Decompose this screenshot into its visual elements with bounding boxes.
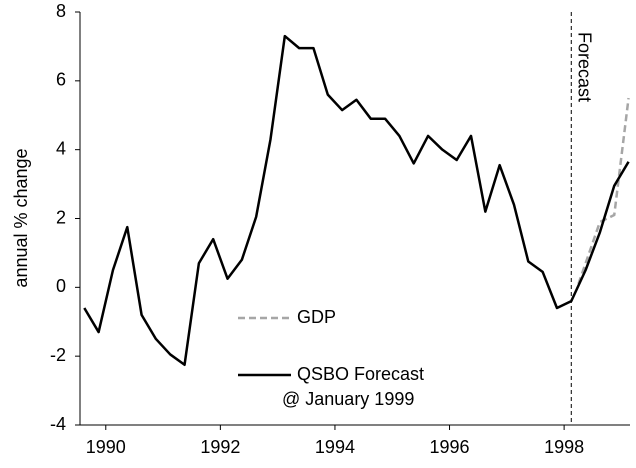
y-tick-label: 8 xyxy=(56,1,66,21)
series-line xyxy=(577,97,630,285)
series-line xyxy=(83,34,630,367)
y-tick-label: -4 xyxy=(50,414,66,434)
y-axis-label: annual % change xyxy=(11,148,31,287)
x-tick-label: 1990 xyxy=(86,437,126,457)
x-tick-label: 1998 xyxy=(544,437,584,457)
y-tick-label: 4 xyxy=(56,138,66,158)
y-tick-label: -2 xyxy=(50,345,66,365)
legend-label: QSBO Forecast xyxy=(297,364,424,384)
y-tick-label: 2 xyxy=(56,207,66,227)
y-tick-label: 0 xyxy=(56,276,66,296)
legend-label: GDP xyxy=(297,307,336,327)
x-tick-label: 1992 xyxy=(200,437,240,457)
y-tick-label: 6 xyxy=(56,70,66,90)
x-tick-label: 1994 xyxy=(315,437,355,457)
x-tick-label: 1996 xyxy=(430,437,470,457)
legend-label-note: @ January 1999 xyxy=(282,389,414,409)
annotation: Forecast xyxy=(575,32,595,102)
